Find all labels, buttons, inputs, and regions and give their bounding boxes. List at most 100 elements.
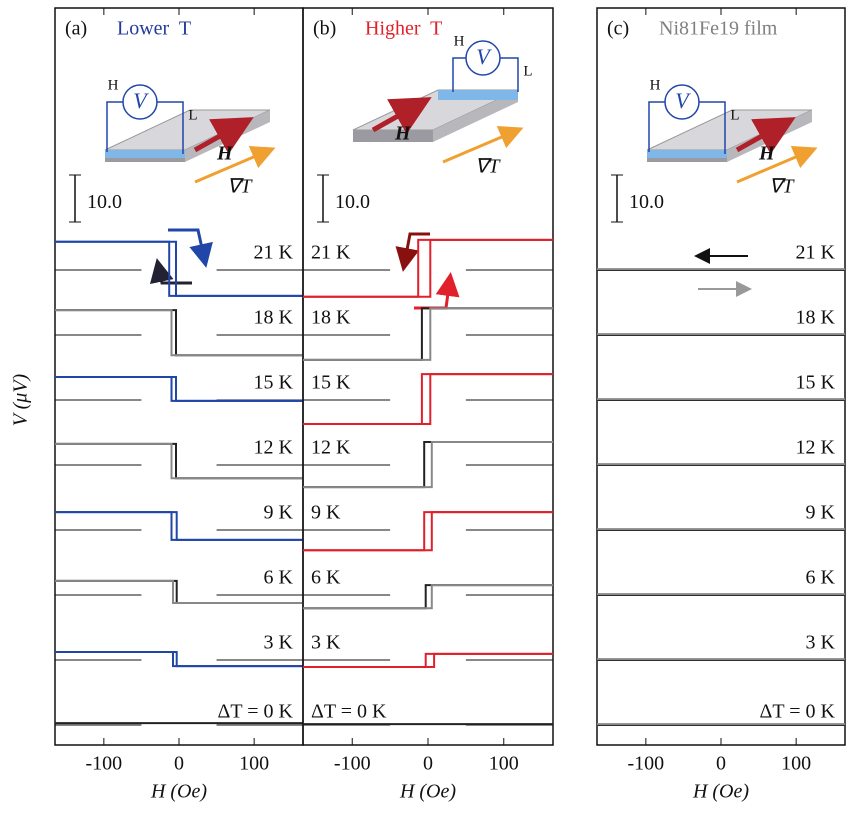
panel-label: (a) (65, 18, 87, 40)
x-axis-label: H (Oe) (399, 781, 456, 803)
trace-line (303, 307, 553, 361)
x-tick-label: -100 (628, 753, 665, 775)
panel-label: (c) (607, 18, 629, 40)
probe-high-label: H (650, 77, 661, 93)
x-tick-label: 0 (423, 753, 433, 775)
probe-low-label: L (523, 63, 532, 79)
trace-line (303, 652, 553, 668)
voltmeter (122, 84, 158, 120)
wire (500, 57, 519, 92)
trace-line (303, 584, 553, 610)
temperature-label: 12 K (796, 437, 836, 459)
gradient-arrow (194, 146, 276, 184)
trace-line (303, 441, 553, 489)
probe-low-label: L (188, 107, 197, 123)
temperature-label: 15 K (254, 372, 294, 394)
sweep-arrow (414, 272, 460, 310)
y-axis-label: V (μV) (10, 373, 32, 426)
probe-high-label: H (108, 77, 119, 93)
voltmeter-label: V (476, 44, 492, 69)
gradient-arrow (736, 146, 818, 184)
gradient-label: ∇T (475, 156, 501, 178)
temperature-label: 9 K (311, 502, 341, 524)
temperature-label: 3 K (311, 632, 341, 654)
trace-line (303, 584, 553, 610)
scale-bar-label: 10.0 (335, 191, 370, 213)
trace-line (55, 579, 303, 604)
temperature-label: 9 K (806, 502, 836, 524)
wire (648, 101, 665, 152)
temperature-label: 3 K (264, 632, 294, 654)
electrode (647, 150, 727, 158)
sample-side (433, 90, 518, 142)
x-tick-label: 100 (781, 753, 811, 775)
temperature-label: 18 K (311, 307, 351, 329)
x-tick-label: 0 (174, 753, 184, 775)
temperature-label: 15 K (796, 372, 836, 394)
wire (452, 57, 466, 92)
field-label: H (394, 123, 412, 145)
field-label: H (216, 143, 234, 165)
temperature-label: ΔT = 0 K (311, 701, 387, 723)
temperature-label: 12 K (311, 437, 351, 459)
probe-high-label: H (454, 33, 465, 49)
electrode (105, 150, 185, 158)
electrode (438, 90, 518, 100)
field-arrow (371, 97, 432, 135)
temperature-label: 21 K (311, 242, 351, 264)
panel-title: Lower T (117, 18, 191, 40)
voltmeter-label: V (675, 88, 691, 113)
panel-label: (b) (313, 18, 336, 40)
sample-edge (353, 130, 433, 142)
scale-bar-label: 10.0 (629, 191, 664, 213)
temperature-label: 6 K (311, 567, 341, 589)
field-arrow (193, 117, 254, 155)
trace-line (55, 376, 303, 402)
x-tick-label: -100 (334, 753, 371, 775)
temperature-label: 9 K (264, 502, 294, 524)
voltmeter (664, 84, 700, 120)
x-tick-label: 100 (489, 753, 519, 775)
wire (106, 101, 123, 152)
field-label: H (758, 143, 776, 165)
gradient-label: ∇T (227, 176, 253, 198)
temperature-label: 6 K (806, 567, 836, 589)
temperature-label: 18 K (254, 307, 294, 329)
trace-line (55, 511, 303, 541)
temperature-label: ΔT = 0 K (760, 701, 836, 723)
sweep-arrow (395, 232, 430, 272)
gradient-label: ∇T (769, 176, 795, 198)
x-axis-label: H (Oe) (150, 781, 207, 803)
field-arrow (735, 117, 796, 155)
wire (699, 101, 726, 154)
temperature-label: 21 K (254, 242, 294, 264)
x-tick-label: -100 (86, 753, 123, 775)
temperature-label: 21 K (796, 242, 836, 264)
temperature-label: 12 K (254, 437, 294, 459)
temperature-label: 18 K (796, 307, 836, 329)
gradient-arrow (442, 126, 524, 164)
probe-low-label: L (730, 107, 739, 123)
panel-title: Higher T (365, 18, 442, 40)
sweep-arrow (149, 258, 192, 285)
temperature-label: 6 K (264, 567, 294, 589)
voltmeter (465, 40, 501, 76)
trace-line (55, 240, 303, 297)
temperature-label: 3 K (806, 632, 836, 654)
scale-bar-label: 10.0 (87, 191, 122, 213)
x-tick-label: 100 (239, 753, 269, 775)
wire (157, 101, 184, 154)
trace-line (55, 309, 303, 357)
trace-line (303, 373, 553, 425)
trace-line (55, 651, 303, 668)
sweep-arrow (168, 228, 213, 268)
trace-line (55, 651, 303, 668)
temperature-label: 15 K (311, 372, 351, 394)
x-axis-label: H (Oe) (692, 781, 749, 803)
voltmeter-label: V (133, 88, 149, 113)
trace-line (303, 238, 553, 298)
